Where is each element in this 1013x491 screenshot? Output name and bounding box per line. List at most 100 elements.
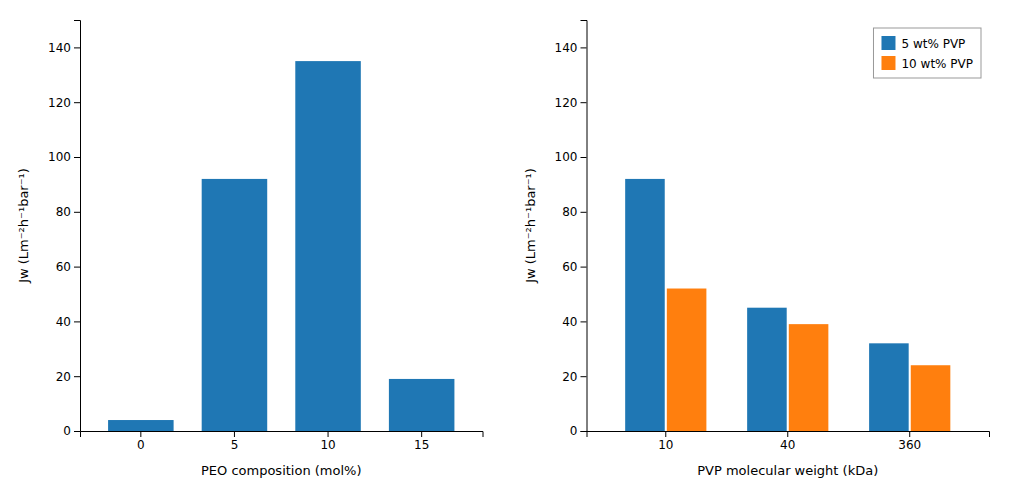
x-tick: 15 (414, 431, 429, 452)
x-axis: 10 40 360 (587, 431, 990, 452)
bar (789, 324, 829, 431)
x-axis-title: PVP molecular weight (kDa) (697, 463, 878, 478)
x-tick-label: 40 (780, 438, 795, 452)
x-tick-mark (421, 431, 422, 437)
bar (108, 420, 174, 431)
bar (389, 379, 455, 431)
y-tick-mark (74, 102, 80, 103)
y-tick-mark (74, 47, 80, 48)
x-tick-mark (787, 431, 788, 437)
bar (911, 365, 951, 431)
bar (667, 289, 707, 431)
y-tick: 40 (562, 315, 586, 329)
y-tick-label: 80 (562, 205, 577, 219)
y-tick: 60 (56, 260, 80, 274)
y-tick-label: 60 (56, 260, 71, 274)
x-tick-mark (328, 431, 329, 437)
y-tick-label: 0 (570, 424, 578, 438)
y-axis-line (74, 21, 81, 432)
y-tick-label: 40 (56, 315, 71, 329)
x-tick-label: 10 (658, 438, 673, 452)
y-tick: 80 (562, 205, 586, 219)
y-tick-label: 100 (48, 150, 71, 164)
x-axis-title: PEO composition (mol%) (201, 463, 362, 478)
y-tick-mark (581, 431, 587, 432)
x-tick-label: 5 (231, 438, 239, 452)
legend: 5 wt% PVP 10 wt% PVP (873, 28, 981, 78)
panel: 10 40 360 0 20 40 60 80 100 120 140 PVP molecular w… (523, 21, 990, 479)
y-tick: 60 (562, 260, 586, 274)
bar (747, 308, 787, 431)
x-tick: 40 (780, 431, 795, 452)
y-tick-label: 140 (48, 41, 71, 55)
y-tick-mark (74, 157, 80, 158)
legend-label: 10 wt% PVP (901, 57, 973, 71)
x-tick: 10 (658, 431, 673, 452)
x-tick-label: 360 (898, 438, 921, 452)
x-tick-mark (909, 431, 910, 437)
y-tick-label: 40 (562, 315, 577, 329)
panel: 0 5 10 15 0 20 40 60 80 100 120 140 PEO composition … (16, 21, 483, 479)
y-tick-mark (581, 321, 587, 322)
x-tick-label: 0 (137, 438, 145, 452)
y-tick: 20 (56, 370, 80, 384)
legend-swatch (881, 56, 895, 70)
y-tick: 120 (48, 96, 80, 110)
y-tick-label: 80 (56, 205, 71, 219)
y-axis: 0 20 40 60 80 100 120 140 (48, 21, 80, 439)
y-tick-mark (581, 267, 587, 268)
x-tick-mark (140, 431, 141, 437)
legend-item: 10 wt% PVP (881, 56, 973, 71)
y-tick-label: 20 (56, 370, 71, 384)
x-axis-line (587, 432, 990, 438)
bar-series (667, 289, 951, 431)
y-axis-title: Jw (Lm⁻²h⁻¹bar⁻¹) (16, 168, 31, 284)
y-tick: 0 (63, 424, 80, 438)
y-tick-mark (581, 157, 587, 158)
bar (202, 179, 268, 431)
y-tick: 120 (555, 96, 587, 110)
y-tick-mark (74, 212, 80, 213)
y-axis: 0 20 40 60 80 100 120 140 (555, 21, 587, 439)
bar (295, 61, 361, 431)
x-axis: 0 5 10 15 (81, 431, 484, 452)
y-tick-label: 20 (562, 370, 577, 384)
legend-frame (873, 28, 981, 78)
y-axis-line (581, 21, 588, 432)
y-tick-mark (581, 376, 587, 377)
y-tick-mark (581, 47, 587, 48)
bar (625, 179, 665, 431)
y-tick: 100 (555, 150, 587, 164)
y-tick-label: 120 (48, 96, 71, 110)
legend-label: 5 wt% PVP (901, 37, 965, 51)
y-tick-label: 140 (555, 41, 578, 55)
y-tick-label: 0 (63, 424, 71, 438)
x-tick-mark (234, 431, 235, 437)
y-tick: 20 (562, 370, 586, 384)
y-tick-mark (74, 321, 80, 322)
y-tick-label: 120 (555, 96, 578, 110)
x-tick-mark (665, 431, 666, 437)
y-tick: 0 (570, 424, 587, 438)
plot-area (625, 179, 950, 431)
x-tick: 0 (137, 431, 145, 452)
x-tick-label: 15 (414, 438, 429, 452)
bar (869, 343, 909, 431)
x-tick: 360 (898, 431, 921, 452)
y-tick: 80 (56, 205, 80, 219)
plot-area (108, 61, 454, 431)
x-tick: 5 (231, 431, 239, 452)
y-tick: 140 (48, 41, 80, 55)
legend-swatch (881, 36, 895, 50)
y-tick: 40 (56, 315, 80, 329)
y-tick-mark (74, 267, 80, 268)
y-axis-title: Jw (Lm⁻²h⁻¹bar⁻¹) (523, 168, 538, 284)
x-tick-label: 10 (320, 438, 335, 452)
y-tick: 140 (555, 41, 587, 55)
bar-series (625, 179, 909, 431)
y-tick-mark (581, 212, 587, 213)
y-tick-mark (581, 102, 587, 103)
y-tick: 100 (48, 150, 80, 164)
y-tick-label: 60 (562, 260, 577, 274)
y-tick-mark (74, 431, 80, 432)
